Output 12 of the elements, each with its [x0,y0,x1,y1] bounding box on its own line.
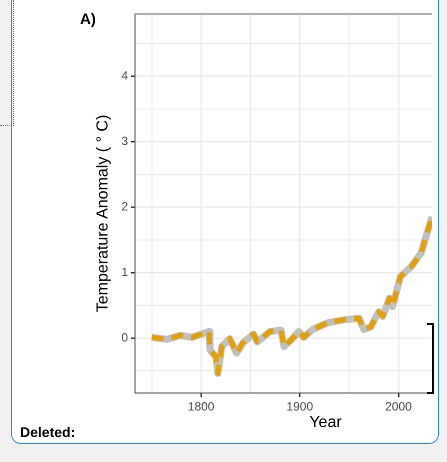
y-tick-label: 4 [121,68,128,82]
y-tick-label: 3 [121,134,128,148]
text: Deleted: [20,424,76,440]
x-tick-label: 1800 [188,400,215,414]
x-tick-label: 1900 [286,400,314,414]
chart-title: A) [80,11,96,28]
y-axis-title: Temperature Anomaly ( ° C) [94,114,112,312]
x-tick-label: 2000 [385,400,412,414]
y-tick-label: 0 [121,330,128,344]
y-tick-label: 2 [121,199,128,214]
x-axis-title: Year [309,414,342,431]
y-tick-label: 1 [121,264,128,279]
